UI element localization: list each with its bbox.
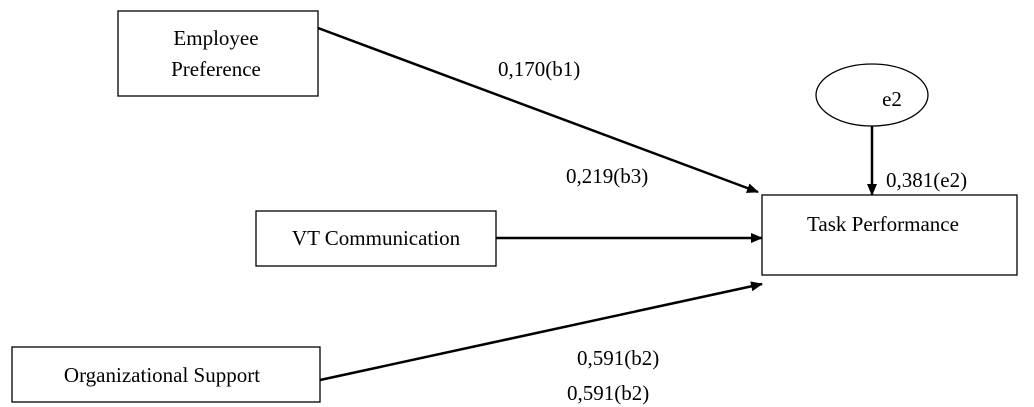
coefficient-b2-duplicate-label: 0,591(b2) xyxy=(567,381,649,405)
task-performance-node: Task Performance xyxy=(761,194,1018,276)
coefficient-b2-label: 0,591(b2) xyxy=(577,346,659,370)
coefficient-b1-label: 0,170(b1) xyxy=(498,57,580,81)
vt-communication-node: VT Communication xyxy=(255,210,497,267)
task-performance-label: Task Performance xyxy=(807,212,959,236)
organizational-support-box xyxy=(11,346,321,403)
error-term-label: e2 xyxy=(882,87,902,111)
error-term-node: e2 xyxy=(815,63,929,127)
path-b2-arrow xyxy=(319,281,763,382)
employee-preference-label-line2: Preference xyxy=(171,57,261,81)
vt-communication-box xyxy=(255,210,497,267)
organizational-support-label: Organizational Support xyxy=(64,363,260,387)
employee-preference-node: Employee Preference xyxy=(117,10,319,97)
coefficient-e2-label: 0,381(e2) xyxy=(886,168,967,192)
task-performance-box xyxy=(761,194,1018,276)
path-b1-arrow xyxy=(317,26,759,194)
error-term-ellipse xyxy=(815,63,929,127)
organizational-support-node: Organizational Support xyxy=(11,346,321,403)
vt-communication-label: VT Communication xyxy=(292,226,461,250)
employee-preference-label-line1: Employee xyxy=(173,26,258,50)
employee-preference-box xyxy=(117,10,319,97)
coefficient-b3-label: 0,219(b3) xyxy=(566,164,648,188)
